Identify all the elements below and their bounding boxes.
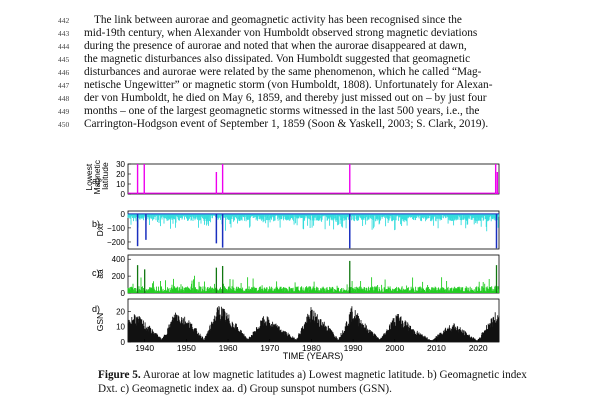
panel-label-d: d) [92,304,100,314]
line-number: 450 [58,120,70,129]
gsn-trace [127,306,500,342]
line-number: 447 [58,81,70,90]
panel-a-frame [127,163,500,195]
dxt-trace [127,213,500,232]
y-tick-label: −100 [107,224,126,233]
line-number: 449 [58,107,70,116]
paragraph-line: disturbances and aurorae were related by… [84,66,482,78]
x-tick-label: 1950 [177,343,196,353]
y-tick-label: 400 [112,255,126,264]
paragraph-line: the magnetic disturbances also dissipate… [84,53,471,65]
panel-c: c) aa 0 200 400 [92,254,500,298]
y-tick-label: 0 [121,210,126,219]
line-number: 448 [58,94,70,103]
figure-caption: Figure 5. Aurorae at low magnetic latitu… [98,368,538,396]
line-number: 443 [58,29,70,38]
paragraph-line: mid-19th century, when Alexander von Hum… [84,27,478,39]
y-tick-label: 0 [121,289,126,298]
figure-caption-text: Aurorae at low magnetic latitudes a) Low… [98,369,527,395]
panel-b: b) Dxt 0 −100 −200 [92,210,500,250]
x-tick-label: 1940 [135,343,154,353]
x-tick-label: 2020 [469,343,488,353]
line-number: 444 [58,42,70,51]
ylabel-a-line1: Lowest [84,163,94,191]
y-tick-label: 30 [116,160,125,169]
paragraph-line: during the presence of aurorae and noted… [84,40,467,52]
line-number: 445 [58,55,70,64]
figure-5: a) Lowest Magnetic latitude 0 10 20 30 b) D… [0,152,600,362]
paragraph-line: der von Humboldt, he died on May 6, 1859… [84,92,487,104]
y-tick-label: 10 [116,180,125,189]
panel-label-b: b) [92,219,100,229]
panel-label-c: c) [92,268,100,278]
ylabel-d: GSN [95,313,105,331]
ylabel-a: Lowest Magnetic latitude [84,158,110,195]
y-tick-label: 0 [121,338,126,347]
figure-caption-label: Figure 5. [98,369,141,381]
x-tick-label: 1980 [302,343,321,353]
ylabel-a-line2: Magnetic [92,159,102,194]
ylabel-c: aa [95,269,105,279]
x-tick-label: 1990 [344,343,363,353]
line-number: 446 [58,68,70,77]
x-tick-label: 1960 [219,343,238,353]
y-tick-label: 20 [116,307,125,316]
aa-trace [127,275,500,293]
x-axis-label: TIME (YEARS) [283,351,344,361]
line-number: 442 [58,16,70,25]
panel-label-a: a) [92,176,100,186]
x-tick-label: 1970 [260,343,279,353]
y-tick-label: 20 [116,170,125,179]
x-tick-label: 2010 [427,343,446,353]
paragraph-line: months – one of the largest geomagnetic … [84,105,480,117]
panel-d: d) GSN 0 10 20 [92,298,500,347]
y-tick-label: −200 [107,238,126,247]
y-tick-label: 10 [116,323,125,332]
paragraph-line: The link between aurorae and geomagnetic… [94,14,462,26]
ylabel-b: Dxt [95,223,105,236]
x-tick-label: 2000 [385,343,404,353]
ylabel-a-line3: latitude [100,162,110,190]
paragraph-line: Carrington-Hodgson event of September 1,… [84,118,489,130]
y-tick-label: 200 [112,272,126,281]
paragraph-line: netische Ungewitter” or magnetic storm (… [84,79,493,91]
y-tick-label: 0 [121,190,126,199]
